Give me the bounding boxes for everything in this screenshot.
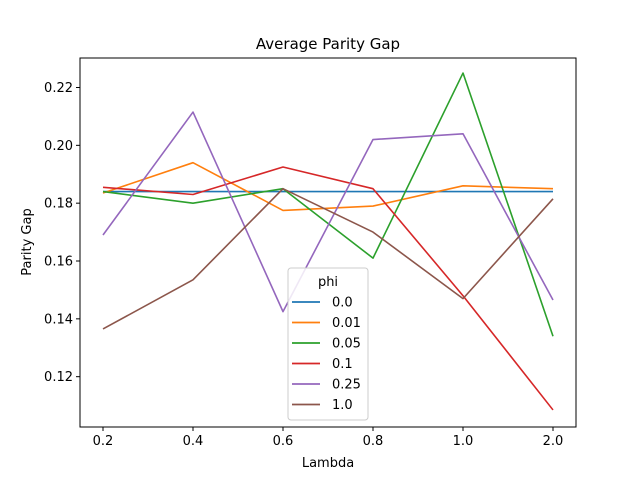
series-line-1 <box>102 161 554 212</box>
legend: phi 0.0 0.01 0.05 0.1 0.25 1.0 <box>287 267 369 421</box>
y-tick-label: 0.14 <box>44 312 73 327</box>
x-tick-label: 0.4 <box>183 434 204 449</box>
legend-label-0: 0.0 <box>332 296 353 311</box>
series-line-5 <box>102 187 554 330</box>
y-tick-label: 0.18 <box>44 197 73 212</box>
legend-label-1: 0.01 <box>332 316 361 331</box>
legend-title: phi <box>318 275 338 290</box>
y-tick-label: 0.12 <box>44 370 73 385</box>
x-tick-label: 0.2 <box>93 434 114 449</box>
plot-lines <box>102 72 554 411</box>
series-line-3 <box>102 166 554 411</box>
y-tick-label: 0.22 <box>44 81 73 96</box>
series-line-4 <box>102 111 554 313</box>
y-tick-label: 0.16 <box>44 255 73 270</box>
x-tick-label: 0.6 <box>273 434 294 449</box>
x-axis-label: Lambda <box>302 456 354 471</box>
y-axis-ticks: 0.12 0.14 0.16 0.18 0.20 0.22 <box>44 81 80 385</box>
legend-label-2: 0.05 <box>332 337 361 352</box>
x-tick-label: 2.0 <box>543 434 564 449</box>
legend-label-5: 1.0 <box>332 398 353 413</box>
chart-title: Average Parity Gap <box>256 35 400 53</box>
legend-entries: 0.0 0.01 0.05 0.1 0.25 1.0 <box>292 296 361 413</box>
plot-frame <box>79 57 577 428</box>
legend-label-3: 0.1 <box>332 357 353 372</box>
y-axis-label: Parity Gap <box>20 208 35 275</box>
x-tick-label: 1.0 <box>453 434 474 449</box>
legend-box <box>287 267 369 421</box>
y-tick-label: 0.20 <box>44 139 73 154</box>
legend-label-4: 0.25 <box>332 378 361 393</box>
x-axis-ticks: 0.2 0.4 0.6 0.8 1.0 2.0 <box>93 427 564 449</box>
series-line-2 <box>102 72 554 337</box>
x-tick-label: 0.8 <box>363 434 384 449</box>
